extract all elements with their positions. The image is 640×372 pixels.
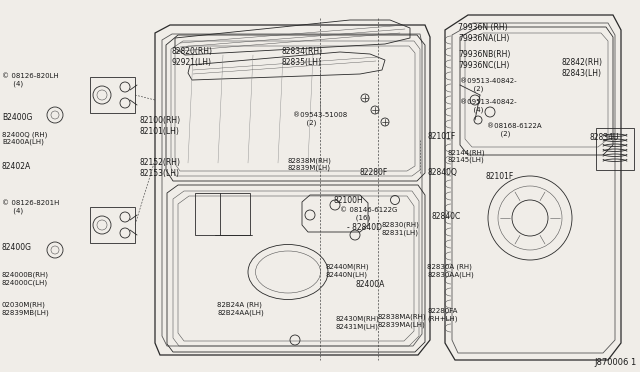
Text: 82101F: 82101F [485, 172, 513, 181]
Text: 82830(RH)
82831(LH): 82830(RH) 82831(LH) [382, 222, 420, 236]
Text: 02030M(RH)
82839MB(LH): 02030M(RH) 82839MB(LH) [2, 302, 50, 316]
Text: - 82840D: - 82840D [347, 223, 382, 232]
Text: 82840Q: 82840Q [427, 168, 457, 177]
Text: 82840C: 82840C [432, 212, 461, 221]
Text: © 08126-820LH
     (4): © 08126-820LH (4) [2, 73, 59, 87]
Text: 82400G: 82400G [2, 243, 32, 252]
Text: 82100(RH)
82101(LH): 82100(RH) 82101(LH) [140, 116, 181, 136]
Text: 82144(RH)
82145(LH): 82144(RH) 82145(LH) [448, 149, 486, 163]
Text: 82B24A (RH)
82B24AA(LH): 82B24A (RH) 82B24AA(LH) [217, 302, 264, 316]
Text: © 08146-6122G
       (16): © 08146-6122G (16) [340, 207, 397, 221]
Text: 82820(RH)
92921(LH): 82820(RH) 92921(LH) [172, 47, 213, 67]
Text: 79936N (RH)
79936NA(LH): 79936N (RH) 79936NA(LH) [458, 23, 509, 43]
Text: 82834U: 82834U [590, 133, 620, 142]
Text: © 08126-8201H
     (4): © 08126-8201H (4) [2, 200, 60, 214]
Bar [90, 207, 135, 243]
Text: ®08168-6122A
      (2): ®08168-6122A (2) [487, 123, 541, 137]
Text: 82834(RH)
82835(LH): 82834(RH) 82835(LH) [282, 47, 323, 67]
Text: J870006 1: J870006 1 [595, 358, 637, 367]
Text: 82280F: 82280F [360, 168, 388, 177]
Text: B2400G: B2400G [2, 113, 33, 122]
Text: ®09513-40842-
      (2): ®09513-40842- (2) [460, 78, 516, 92]
Bar [195, 193, 250, 235]
Text: 82100H: 82100H [333, 196, 363, 205]
Text: 82430M(RH)
82431M(LH): 82430M(RH) 82431M(LH) [335, 316, 379, 330]
Text: 82400A: 82400A [355, 280, 385, 289]
Text: 824000B(RH)
824000C(LH): 824000B(RH) 824000C(LH) [2, 272, 49, 286]
Text: 82101F: 82101F [427, 132, 455, 141]
Text: 82838M(RH)
82839M(LH): 82838M(RH) 82839M(LH) [287, 157, 331, 171]
Text: 82280FA
(RH+LH): 82280FA (RH+LH) [427, 308, 458, 322]
Text: 82842(RH)
82843(LH): 82842(RH) 82843(LH) [561, 58, 602, 78]
Text: 82152(RH)
82153(LH): 82152(RH) 82153(LH) [140, 158, 181, 178]
Text: ®09513-40842-
      (4): ®09513-40842- (4) [460, 99, 516, 113]
Text: 82440M(RH)
82440N(LH): 82440M(RH) 82440N(LH) [325, 264, 369, 278]
Text: ®09543-51008
      (2): ®09543-51008 (2) [293, 112, 348, 126]
Bar [596, 128, 634, 170]
Bar [90, 77, 135, 113]
Text: 82830A (RH)
82830AA(LH): 82830A (RH) 82830AA(LH) [427, 264, 474, 278]
Text: 82838MA(RH)
82839MA(LH): 82838MA(RH) 82839MA(LH) [378, 314, 427, 328]
Text: 79936NB(RH)
79936NC(LH): 79936NB(RH) 79936NC(LH) [458, 50, 510, 70]
Text: 82400Q (RH)
B2400A(LH): 82400Q (RH) B2400A(LH) [2, 131, 47, 145]
Text: 82402A: 82402A [2, 162, 31, 171]
